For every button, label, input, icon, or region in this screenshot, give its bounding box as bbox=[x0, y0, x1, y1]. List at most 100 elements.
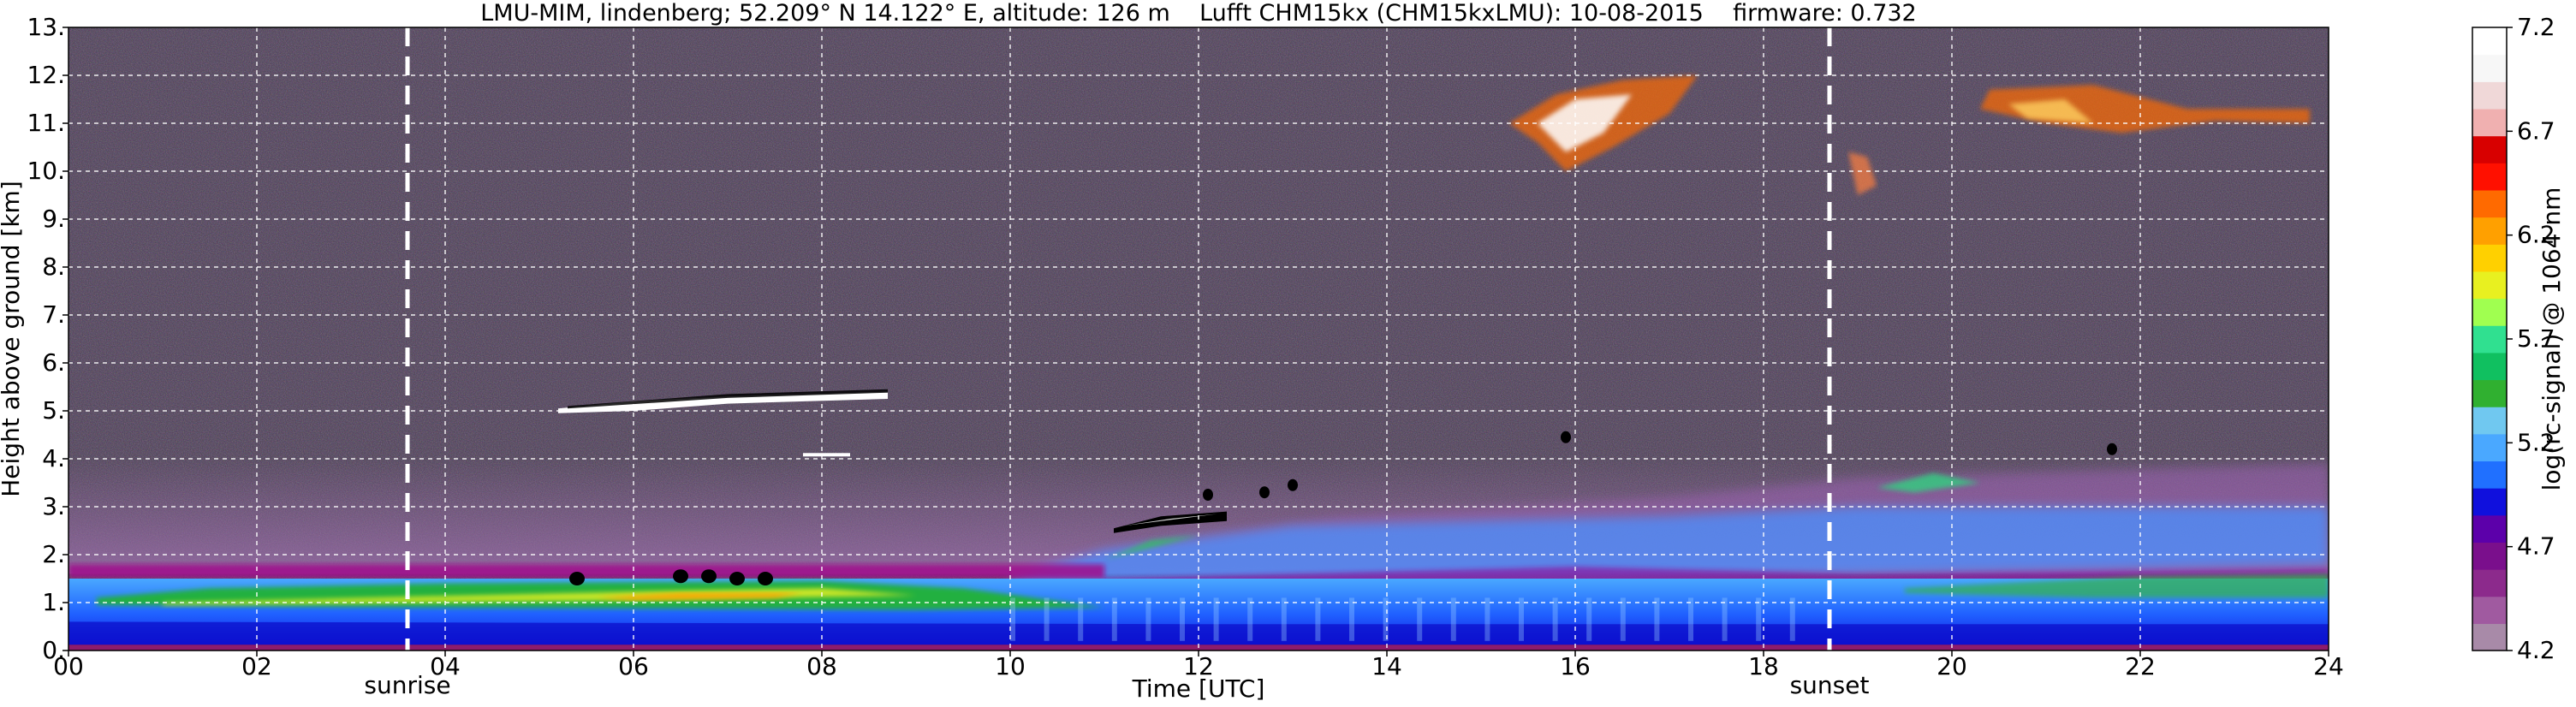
convective-streak bbox=[1213, 597, 1219, 641]
colorbar-segment bbox=[2472, 27, 2507, 56]
evening-layer-green bbox=[1905, 573, 2329, 598]
x-tick-label: 06 bbox=[618, 652, 649, 680]
elevated-cloud-edge bbox=[1123, 514, 1217, 526]
y-tick-label: 9. bbox=[42, 205, 65, 233]
convective-streak bbox=[1484, 597, 1490, 641]
convective-streak bbox=[1688, 597, 1693, 641]
annotation-labels: sunrise sunset bbox=[364, 671, 1869, 699]
colorbar-segment bbox=[2472, 433, 2507, 462]
convective-streak bbox=[1383, 597, 1389, 641]
bl-cloud bbox=[758, 572, 773, 585]
colorbar-segment bbox=[2472, 163, 2507, 191]
convective-streak bbox=[1145, 597, 1151, 641]
colorbar-tick-label: 5.2 bbox=[2517, 428, 2555, 456]
convective-streak bbox=[1111, 597, 1117, 641]
colorbar-tick-label: 4.7 bbox=[2517, 532, 2555, 561]
convective-streak bbox=[1044, 597, 1050, 641]
colorbar-segment bbox=[2472, 488, 2507, 516]
colorbar-segment bbox=[2472, 460, 2507, 489]
y-tick-label: 5. bbox=[42, 396, 65, 425]
colorbar-segment bbox=[2472, 514, 2507, 543]
y-tick-label: 13. bbox=[27, 13, 65, 41]
x-tick-label: 22 bbox=[2125, 652, 2156, 680]
colorbar-tick-label: 7.2 bbox=[2517, 13, 2555, 41]
y-tick-label: 2. bbox=[42, 540, 65, 568]
y-tick-label: 0. bbox=[42, 636, 65, 664]
y-tick-label: 8. bbox=[42, 253, 65, 281]
convective-streak bbox=[1519, 597, 1524, 641]
sunset-label: sunset bbox=[1790, 671, 1870, 699]
bl-cloud bbox=[673, 569, 688, 584]
y-tick-label: 6. bbox=[42, 348, 65, 377]
bl-cloud bbox=[729, 572, 745, 585]
colorbar-segment bbox=[2472, 189, 2507, 218]
cirrus-fall-streak bbox=[1848, 152, 1877, 195]
feature-layer bbox=[68, 75, 2329, 651]
colorbar-segment bbox=[2472, 244, 2507, 272]
convective-streak bbox=[1586, 597, 1592, 641]
convective-streak bbox=[1789, 597, 1795, 641]
convective-streak bbox=[1450, 597, 1456, 641]
convective-streak bbox=[1722, 597, 1728, 641]
convective-streak bbox=[1654, 597, 1660, 641]
y-tick-label: 12. bbox=[27, 61, 65, 89]
x-tick-label: 16 bbox=[1560, 652, 1591, 680]
convective-streak bbox=[1010, 597, 1015, 641]
y-tick-label: 7. bbox=[42, 300, 65, 329]
sun-lines bbox=[405, 27, 1832, 651]
convective-streak bbox=[1620, 597, 1626, 641]
convective-streak bbox=[1247, 597, 1253, 641]
colorbar: 4.2 4.7 5.2 5.7 6.2 6.7 7.2 bbox=[2472, 13, 2555, 664]
bl-cloud bbox=[701, 569, 717, 584]
thin-cloud bbox=[803, 453, 850, 457]
mid-level-cloud-top bbox=[568, 389, 888, 409]
colorbar-segment bbox=[2472, 542, 2507, 570]
x-tick-label: 12 bbox=[1183, 652, 1214, 680]
colorbar-segment bbox=[2472, 217, 2507, 245]
y-tick-label: 11. bbox=[27, 109, 65, 137]
x-tick-label: 04 bbox=[430, 652, 461, 680]
colorbar-label: log(rc-signal) @ 1064 nm bbox=[2537, 187, 2566, 491]
colorbar-segment bbox=[2472, 135, 2507, 163]
colorbar-segment bbox=[2472, 54, 2507, 82]
colorbar-tick-label: 6.7 bbox=[2517, 116, 2555, 145]
y-axis-label: Height above ground [km] bbox=[0, 181, 25, 497]
y-tick-label: 4. bbox=[42, 444, 65, 472]
y-tick-label: 1. bbox=[42, 588, 65, 616]
plot-area bbox=[68, 27, 2329, 651]
colorbar-segment bbox=[2472, 623, 2507, 651]
x-tick-label: 24 bbox=[2313, 652, 2344, 680]
small-cloud bbox=[1259, 486, 1270, 499]
mixed-layer-orange bbox=[596, 592, 803, 601]
convective-streak bbox=[1552, 597, 1558, 641]
colorbar-segment bbox=[2472, 569, 2507, 597]
colorbar-segment bbox=[2472, 596, 2507, 624]
bl-top-band bbox=[68, 564, 1104, 579]
residual-layer bbox=[1010, 507, 2329, 584]
cirrus-core-2 bbox=[2008, 99, 2093, 123]
convective-streak bbox=[1349, 597, 1354, 641]
x-tick-label: 20 bbox=[1936, 652, 1967, 680]
small-cloud bbox=[1203, 489, 1213, 501]
convective-streak bbox=[1756, 597, 1762, 641]
sunrise-label: sunrise bbox=[364, 671, 450, 699]
x-tick-label: 00 bbox=[53, 652, 84, 680]
colorbar-tick-label: 5.7 bbox=[2517, 324, 2555, 353]
x-axis-ticks: 00 02 04 06 08 10 12 14 16 18 20 22 24 bbox=[53, 651, 2344, 680]
y-axis-ticks: 0. 1. 2. 3. 4. 5. 6. 7. 8. 9. 10. 11. 12. 13. bbox=[27, 13, 68, 664]
x-tick-label: 14 bbox=[1371, 652, 1402, 680]
x-tick-label: 08 bbox=[806, 652, 837, 680]
colorbar-segment bbox=[2472, 108, 2507, 137]
x-tick-label: 10 bbox=[995, 652, 1026, 680]
elevated-green bbox=[1877, 472, 1980, 493]
bl-cloud bbox=[569, 572, 585, 585]
colorbar-segment bbox=[2472, 270, 2507, 300]
small-cloud bbox=[2107, 443, 2117, 455]
small-cloud bbox=[1288, 478, 1298, 491]
mid-level-cloud bbox=[558, 391, 888, 413]
colorbar-segment bbox=[2472, 379, 2507, 407]
colorbar-segment bbox=[2472, 81, 2507, 110]
convective-streak bbox=[1315, 597, 1321, 641]
colorbar-segment bbox=[2472, 352, 2507, 381]
